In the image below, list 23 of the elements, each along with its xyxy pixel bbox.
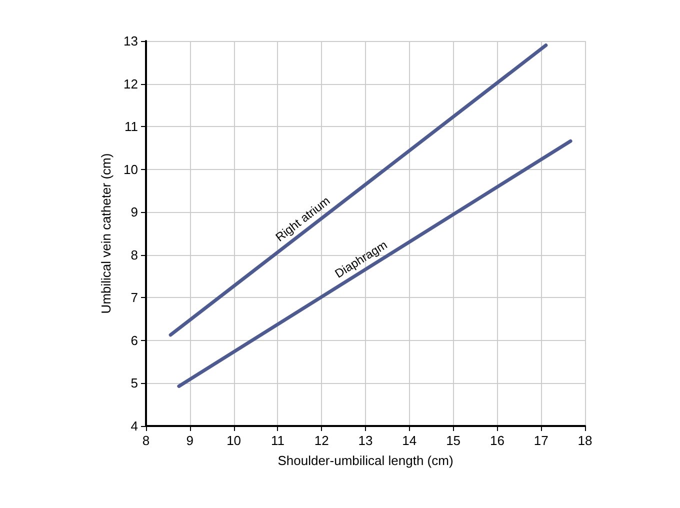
x-tick-label: 15 [446,433,461,448]
x-tick-label: 12 [314,433,329,448]
x-tick-label: 8 [142,433,150,448]
x-tick-label: 18 [578,433,592,448]
x-axis-title: Shoulder-umbilical length (cm) [278,453,454,468]
y-tick-label: 9 [130,204,138,220]
x-tick-label: 16 [490,433,504,448]
y-tick-label: 11 [124,119,138,134]
y-tick-label: 8 [130,247,138,262]
y-tick-label: 6 [130,332,138,348]
y-tick-label: 12 [124,76,138,92]
x-tick-label: 13 [358,433,373,448]
x-tick-label: 14 [402,433,417,448]
y-tick-label: 7 [130,290,138,306]
y-tick-label: 5 [130,376,138,391]
y-tick-label: 13 [124,34,138,48]
x-tick-label: 9 [186,433,194,448]
x-tick-label: 17 [534,433,548,448]
y-tick-label: 10 [124,162,138,177]
y-tick-label: 4 [130,418,138,434]
x-tick-label: 11 [270,433,284,448]
y-axis-title: Umbilical vein catheter (cm) [98,153,114,314]
x-tick-label: 10 [226,433,242,448]
